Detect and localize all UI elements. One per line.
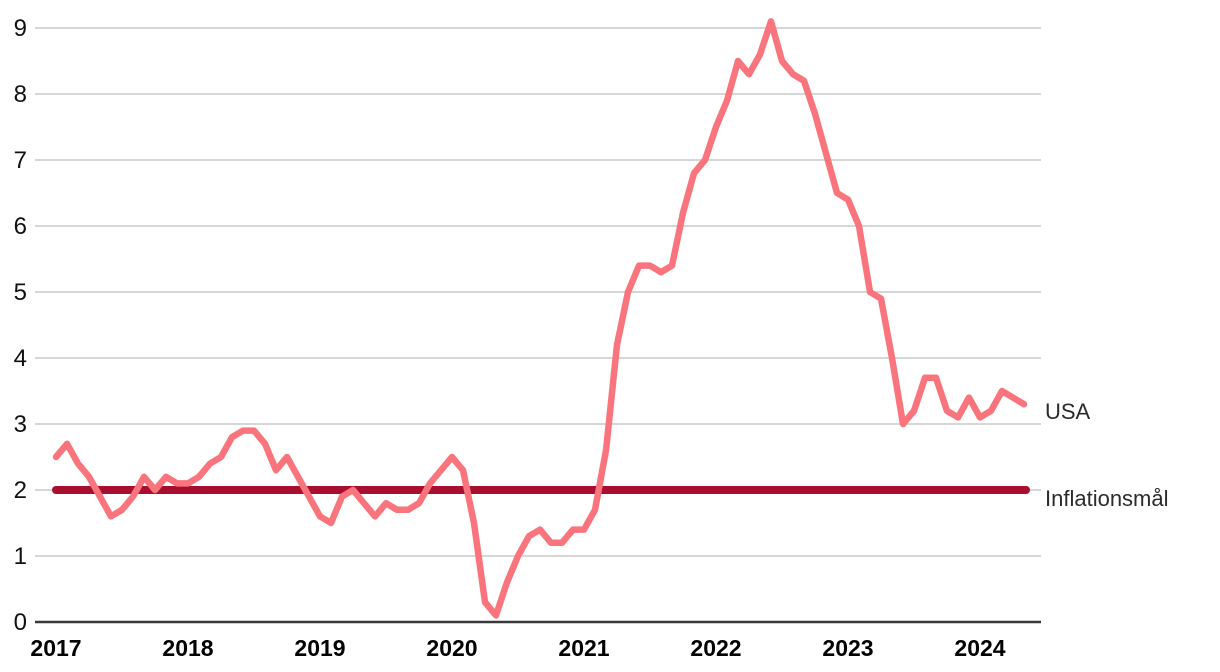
x-tick-label: 2021: [558, 635, 609, 661]
y-tick-label: 8: [14, 81, 27, 108]
x-tick-label: 2019: [294, 635, 345, 661]
x-tick-label: 2024: [954, 635, 1005, 661]
y-tick-label: 1: [14, 543, 27, 570]
x-tick-label: 2023: [822, 635, 873, 661]
x-tick-label: 2018: [162, 635, 213, 661]
y-tick-label: 6: [14, 213, 27, 240]
x-tick-label: 2020: [426, 635, 477, 661]
y-tick-label: 9: [14, 15, 27, 42]
y-tick-label: 7: [14, 147, 27, 174]
y-tick-label: 4: [14, 345, 27, 372]
x-tick-label: 2017: [30, 635, 81, 661]
x-tick-label: 2022: [690, 635, 741, 661]
series-label-usa: USA: [1045, 399, 1091, 424]
usa-inflation-line: [52, 18, 1028, 619]
series-label-inflation-target: Inflationsmål: [1045, 486, 1169, 511]
y-tick-label: 3: [14, 411, 27, 438]
y-tick-label: 5: [14, 279, 27, 306]
y-tick-label: 0: [14, 609, 27, 636]
y-tick-label: 2: [14, 477, 27, 504]
